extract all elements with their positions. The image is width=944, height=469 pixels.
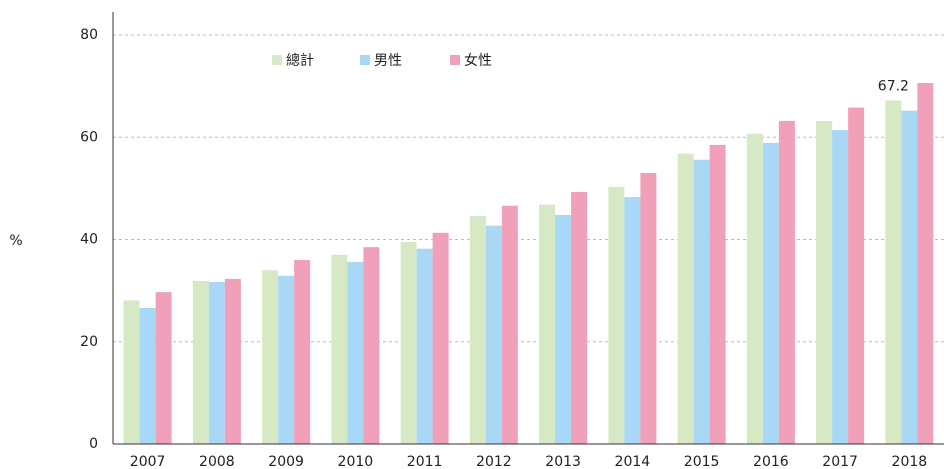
bar bbox=[294, 259, 311, 444]
bar bbox=[709, 144, 726, 444]
bar bbox=[139, 308, 156, 444]
bar bbox=[278, 275, 295, 444]
legend-label: 總計 bbox=[286, 52, 314, 69]
x-tick-label: 2007 bbox=[130, 454, 166, 469]
y-axis-label: % bbox=[9, 233, 22, 249]
bar bbox=[192, 280, 209, 444]
bar bbox=[640, 173, 657, 444]
bar bbox=[832, 130, 849, 444]
bar bbox=[347, 261, 364, 444]
bar bbox=[608, 186, 625, 444]
x-tick-label: 2015 bbox=[684, 454, 720, 469]
bar bbox=[746, 133, 763, 444]
x-tick-label: 2014 bbox=[615, 454, 651, 469]
bar bbox=[363, 247, 380, 444]
legend-swatch bbox=[272, 55, 282, 65]
y-tick-label: 60 bbox=[80, 129, 98, 145]
bar bbox=[262, 270, 279, 444]
x-tick-label: 2016 bbox=[753, 454, 789, 469]
bar bbox=[816, 120, 833, 444]
bar bbox=[539, 204, 556, 444]
bar bbox=[885, 100, 902, 444]
bar bbox=[224, 278, 241, 444]
legend-label: 男性 bbox=[374, 53, 402, 69]
bar bbox=[571, 191, 588, 444]
bar bbox=[624, 197, 641, 444]
x-tick-label: 2018 bbox=[892, 454, 928, 469]
y-tick-label: 40 bbox=[80, 232, 98, 248]
bar bbox=[432, 232, 449, 444]
bar bbox=[917, 83, 934, 445]
bar bbox=[400, 242, 417, 444]
bar bbox=[155, 292, 172, 444]
x-tick-label: 2017 bbox=[822, 454, 858, 469]
bar bbox=[416, 248, 433, 444]
legend-swatch bbox=[360, 55, 370, 65]
data-label: 67.2 bbox=[878, 78, 909, 94]
bar bbox=[778, 120, 795, 444]
bar bbox=[677, 153, 694, 445]
bar bbox=[331, 254, 348, 444]
x-tick-label: 2008 bbox=[199, 454, 235, 469]
bar bbox=[208, 281, 225, 444]
y-tick-label: 80 bbox=[80, 27, 98, 43]
bar bbox=[123, 300, 140, 444]
bar bbox=[901, 110, 918, 444]
bar bbox=[485, 225, 502, 444]
legend-swatch bbox=[450, 55, 460, 65]
bar bbox=[501, 205, 518, 444]
x-tick-label: 2009 bbox=[268, 454, 304, 469]
legend-label: 女性 bbox=[464, 52, 492, 69]
y-tick-label: 0 bbox=[89, 436, 98, 452]
bar bbox=[469, 215, 486, 444]
bar bbox=[693, 159, 710, 444]
bar bbox=[848, 107, 865, 444]
x-tick-label: 2010 bbox=[338, 454, 374, 469]
x-tick-label: 2012 bbox=[476, 454, 512, 469]
x-tick-label: 2013 bbox=[545, 454, 581, 469]
x-tick-label: 2011 bbox=[407, 454, 443, 469]
y-tick-label: 20 bbox=[80, 334, 98, 350]
bar bbox=[762, 142, 779, 444]
bar bbox=[555, 214, 572, 444]
